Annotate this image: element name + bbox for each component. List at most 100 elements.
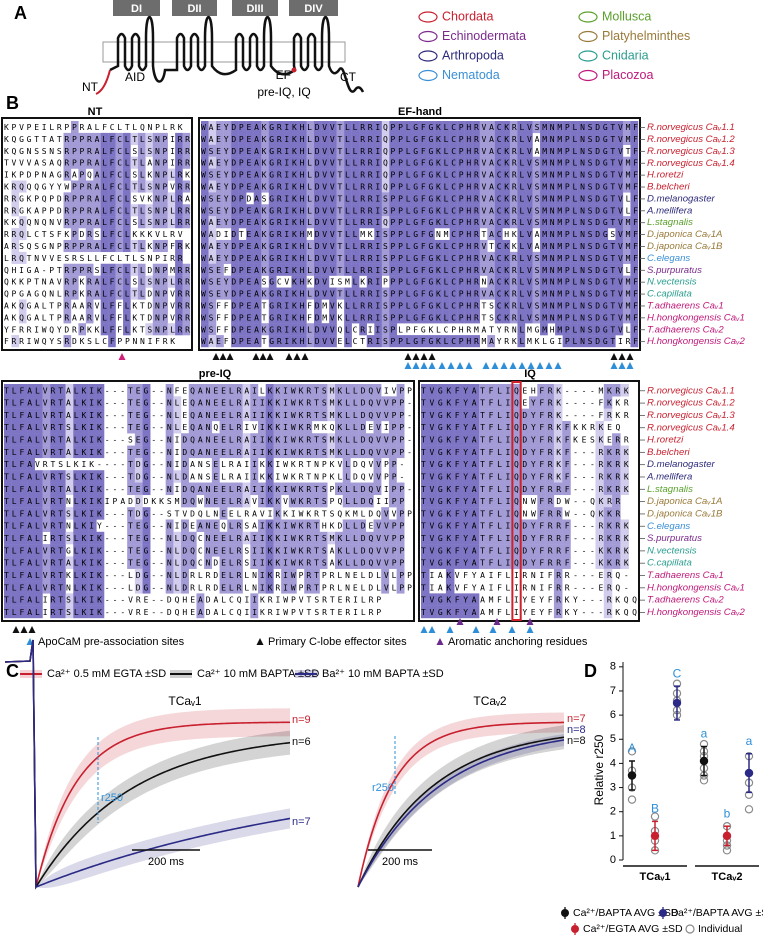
residue-shade: [445, 494, 455, 508]
residue-shade: [562, 204, 571, 217]
residue-shade: [311, 396, 320, 409]
residue-shade: [359, 132, 367, 145]
residue-shade: [421, 494, 430, 508]
residue-shade: [540, 132, 548, 145]
trace-title: TCaᵥ2: [473, 694, 507, 708]
nt-label: NT: [82, 80, 99, 94]
residue-shade: [374, 168, 383, 181]
residue-shade: [603, 408, 613, 422]
residue-shade: [381, 192, 390, 205]
residue-shade: [479, 384, 488, 397]
residue-shade: [314, 156, 322, 169]
residue-shade: [223, 204, 232, 217]
residue-shade: [595, 457, 604, 471]
residue-shade: [175, 156, 183, 169]
residue-shade: [63, 311, 72, 324]
residue-shade: [381, 445, 390, 459]
y-tick-label: 2: [610, 806, 616, 818]
residue-shade: [615, 156, 624, 169]
residue-shade: [449, 311, 458, 324]
residue-shade: [65, 408, 74, 422]
residue-shade: [34, 593, 43, 606]
residue-shade: [570, 239, 578, 253]
residue-shade: [327, 384, 336, 397]
residue-shade: [570, 121, 578, 134]
residue-shade: [437, 593, 447, 606]
residue-shade: [547, 132, 556, 145]
residue-shade: [276, 192, 285, 205]
residue-shade: [495, 470, 505, 483]
residue-shade: [381, 168, 390, 181]
residue-shade: [182, 132, 191, 145]
residue-shade: [350, 544, 359, 557]
residue-shade: [96, 531, 105, 545]
residue-shade: [562, 519, 571, 532]
residue-shade: [427, 156, 435, 169]
residue-shade: [296, 384, 305, 397]
sequence-row: AKQGALTPRAARVLFFLKTDNPVRR: [4, 301, 190, 310]
residue-shade: [351, 275, 360, 288]
residue-shade: [50, 396, 59, 409]
residue-shade: [342, 482, 351, 496]
residue-shade: [411, 216, 420, 229]
residue-shade: [389, 192, 398, 205]
residue-shade: [359, 311, 367, 324]
residue-shade: [336, 180, 345, 193]
residue-shade: [547, 156, 556, 169]
residue-shade: [445, 581, 455, 594]
residue-shade: [411, 228, 420, 241]
residue-shade: [93, 204, 101, 217]
sequence-row: TLFALVRTKLKIK---LDG--NLDRLRDELRLNIKRIWPR…: [4, 571, 412, 580]
residue-shade: [351, 263, 360, 276]
residue-shade: [437, 556, 447, 569]
residue-shade: [419, 335, 428, 348]
residue-shade: [238, 323, 247, 336]
residue-shade: [50, 568, 59, 582]
residue-shade: [4, 507, 12, 520]
residue-shade: [437, 433, 447, 446]
residue-shade: [175, 323, 183, 336]
site-marker: [252, 353, 260, 360]
residue-shade: [85, 263, 94, 276]
residue-shade: [547, 228, 556, 241]
y-tick-label: 8: [610, 661, 616, 673]
sequence-row: TVGKFYATFLIQDYFRRF---KKRK: [421, 559, 629, 568]
residue-shade: [607, 323, 616, 336]
residue-shade: [115, 144, 124, 157]
residue-shade: [600, 180, 609, 193]
legend-label: Ca²⁺/BAPTA AVG ±SD: [573, 907, 679, 919]
residue-shade: [88, 494, 97, 508]
residue-shade: [80, 531, 89, 545]
residue-shade: [470, 433, 480, 446]
residue-shade: [246, 263, 254, 276]
block-title: EF-hand: [398, 106, 442, 118]
residue-shade: [160, 132, 168, 145]
residue-shade: [577, 228, 586, 241]
residue-shade: [80, 556, 89, 569]
residue-shade: [487, 482, 496, 496]
residue-shade: [314, 251, 322, 264]
residue-shade: [470, 420, 480, 434]
residue-shade: [4, 581, 12, 594]
residue-shade: [532, 204, 541, 217]
residue-shade: [445, 593, 455, 606]
residue-shade: [100, 323, 109, 336]
residue-shade: [137, 216, 146, 229]
residue-shade: [630, 299, 639, 312]
residue-shade: [50, 494, 59, 508]
residue-shade: [351, 216, 360, 229]
residue-shade: [351, 239, 360, 253]
residue-shade: [411, 263, 420, 276]
residue-shade: [253, 335, 262, 348]
residue-shade: [253, 263, 262, 276]
residue-shade: [615, 180, 624, 193]
residue-shade: [396, 433, 405, 446]
residue-shade: [529, 531, 538, 545]
residue-shade: [479, 121, 488, 134]
residue-shade: [137, 132, 146, 145]
residue-shade: [502, 311, 511, 324]
residue-shade: [495, 384, 505, 397]
residue-shade: [246, 216, 254, 229]
residue-shade: [115, 192, 124, 205]
residue-shade: [246, 323, 254, 336]
